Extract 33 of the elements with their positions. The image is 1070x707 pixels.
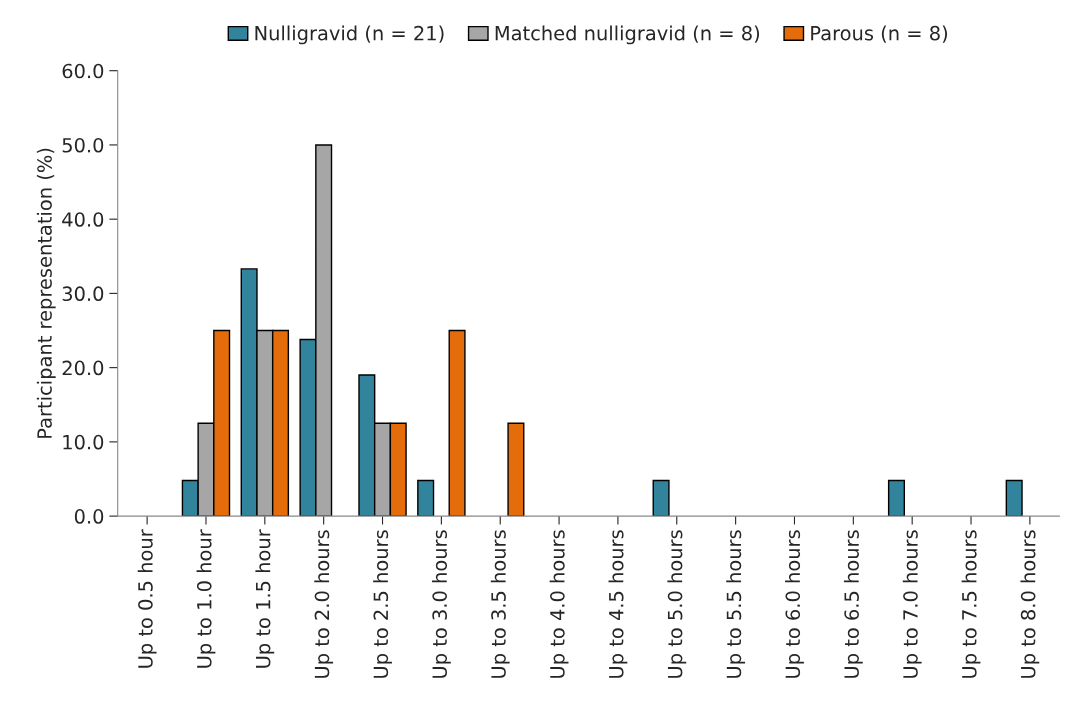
y-axis-title: Participant representation (%) [36, 148, 56, 438]
y-tick-label: 10.0 [63, 434, 104, 450]
x-tick-label: Up to 4.0 hours [549, 530, 569, 678]
y-tick-label: 40.0 [62, 212, 104, 227]
bar [887, 479, 906, 517]
x-tick-label: Up to 3.0 hours [431, 530, 451, 678]
legend-label: Nulligravid (n = 21) [255, 25, 444, 45]
x-tick-label: Up to 2.5 hours [373, 530, 392, 678]
x-tick-label: Up to 2.0 hours [314, 530, 334, 678]
legend-label: Parous (n = 8) [811, 25, 948, 43]
bar [652, 479, 670, 517]
y-tick-label: 50.0 [62, 137, 104, 153]
x-tick-label: Up to 7.0 hours [902, 530, 922, 678]
bar [417, 479, 435, 517]
x-tick-label: Up to 8.0 hours [1020, 530, 1040, 678]
bar [1005, 479, 1023, 517]
y-tick-label: 0.0 [74, 509, 104, 524]
x-tick-label: Up to 4.5 hours [608, 530, 628, 678]
x-tick-label: Up to 1.0 hour [196, 529, 216, 668]
x-tick-label: Up to 1.5 hour [255, 529, 275, 668]
bar [448, 329, 466, 517]
y-tick-label: 30.0 [62, 286, 104, 302]
y-tick-label: 60.0 [62, 63, 104, 79]
legend-label: Matched nulligravid (n = 8) [495, 25, 760, 45]
x-tick-label: Up to 5.5 hours [726, 530, 746, 678]
x-tick-label: Up to 3.5 hours [490, 530, 510, 678]
x-tick-label: Up to 0.5 hour [137, 529, 157, 668]
x-tick-label: Up to 6.5 hours [843, 530, 863, 678]
x-tick-label: Up to 7.5 hours [961, 530, 981, 678]
x-tick-label: Up to 6.0 hours [785, 530, 804, 678]
bar [507, 422, 525, 517]
x-tick-label: Up to 5.0 hours [667, 530, 687, 678]
y-tick-label: 20.0 [62, 360, 104, 376]
